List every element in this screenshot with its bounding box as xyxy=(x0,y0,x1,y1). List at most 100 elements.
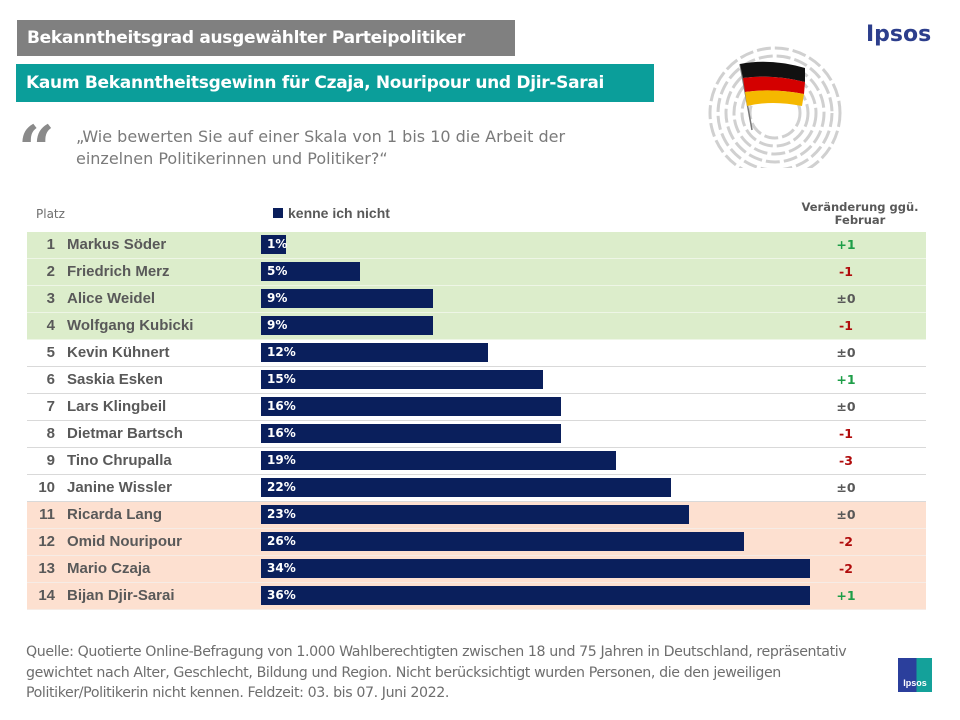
rank-number: 12 xyxy=(38,533,55,550)
bar xyxy=(261,559,810,578)
change-value: ±0 xyxy=(836,291,856,306)
bar-value-label: 22% xyxy=(267,480,296,494)
bar xyxy=(261,235,287,254)
politician-name: Ricarda Lang xyxy=(67,506,163,523)
change-value: -2 xyxy=(839,561,853,576)
parliament-flag-icon xyxy=(708,46,842,168)
table-row: 1 Markus Söder 1% +1 xyxy=(27,232,926,259)
chart-legend: kenne ich nicht xyxy=(273,205,390,221)
table-row: 5 Kevin Kühnert 12% ±0 xyxy=(27,340,926,367)
change-value: -3 xyxy=(839,453,853,468)
rank-number: 2 xyxy=(46,263,55,280)
rank-number: 10 xyxy=(38,479,55,496)
rank-number: 6 xyxy=(46,371,55,388)
rank-number: 7 xyxy=(46,398,55,415)
survey-question: „Wie bewerten Sie auf einer Skala von 1 … xyxy=(76,127,566,168)
table-row: 8 Dietmar Bartsch 16% -1 xyxy=(27,421,926,448)
politician-name: Markus Söder xyxy=(67,236,167,253)
table-row: 4 Wolfgang Kubicki 9% -1 xyxy=(27,313,926,340)
page-title: Bekanntheitsgrad ausgewählter Parteipoli… xyxy=(17,20,515,56)
table-row: 12 Omid Nouripour 26% -2 xyxy=(27,529,926,556)
rank-number: 13 xyxy=(38,560,55,577)
change-value: -2 xyxy=(839,534,853,549)
politician-name: Wolfgang Kubicki xyxy=(67,317,194,334)
change-value: +1 xyxy=(836,588,856,603)
bar-value-label: 15% xyxy=(267,372,296,386)
bar xyxy=(261,424,561,443)
bar-value-label: 26% xyxy=(267,534,296,548)
rank-column-header: Platz xyxy=(36,207,65,221)
change-value: ±0 xyxy=(836,399,856,414)
politician-name: Friedrich Merz xyxy=(67,263,170,280)
bar-value-label: 34% xyxy=(267,561,296,575)
rank-number: 9 xyxy=(46,452,55,469)
rank-number: 3 xyxy=(46,290,55,307)
table-row: 9 Tino Chrupalla 19% -3 xyxy=(27,448,926,475)
table-row: 7 Lars Klingbeil 16% ±0 xyxy=(27,394,926,421)
change-value: -1 xyxy=(839,264,853,279)
change-value: -1 xyxy=(839,318,853,333)
table-row: 14 Bijan Djir-Sarai 36% +1 xyxy=(27,583,926,610)
source-note: Quelle: Quotierte Online-Befragung von 1… xyxy=(26,644,847,701)
bar-value-label: 16% xyxy=(267,399,296,413)
table-row: 13 Mario Czaja 34% -2 xyxy=(27,556,926,583)
legend-label: kenne ich nicht xyxy=(288,205,390,221)
rank-number: 4 xyxy=(46,317,55,334)
bar xyxy=(261,343,488,362)
politician-name: Saskia Esken xyxy=(67,371,163,388)
bar xyxy=(261,262,360,281)
bar-value-label: 9% xyxy=(267,291,288,305)
politician-name: Janine Wissler xyxy=(67,479,172,496)
bar-value-label: 9% xyxy=(267,318,288,332)
bar xyxy=(261,397,561,416)
rank-number: 14 xyxy=(38,587,55,604)
quote-icon: “ xyxy=(18,112,55,187)
bar xyxy=(261,370,543,389)
bar xyxy=(261,586,810,605)
ipsos-footer-logo: Ipsos xyxy=(898,658,932,692)
bar-value-label: 36% xyxy=(267,588,296,602)
bar xyxy=(261,532,744,551)
change-value: ±0 xyxy=(836,507,856,522)
page-subtitle: Kaum Bekanntheitsgewinn für Czaja, Nouri… xyxy=(16,64,654,102)
change-header-line1: Veränderung ggü. xyxy=(801,200,919,214)
politician-name: Alice Weidel xyxy=(67,290,156,307)
bar xyxy=(261,316,433,335)
change-value: +1 xyxy=(836,237,856,252)
table-row: 11 Ricarda Lang 23% ±0 xyxy=(27,502,926,529)
bar-value-label: 12% xyxy=(267,345,296,359)
bar-value-label: 1% xyxy=(267,237,288,251)
table-row: 3 Alice Weidel 9% ±0 xyxy=(27,286,926,313)
bar-value-label: 23% xyxy=(267,507,296,521)
bar xyxy=(261,478,671,497)
legend-swatch xyxy=(273,208,283,218)
politician-name: Bijan Djir-Sarai xyxy=(67,587,175,604)
ranking-table: 1 Markus Söder 1% +1 2 Friedrich Merz 5% -1 3 Ali… xyxy=(27,232,926,610)
rank-number: 1 xyxy=(46,236,55,253)
rank-number: 8 xyxy=(46,425,55,442)
bar-value-label: 5% xyxy=(267,264,288,278)
change-value: ±0 xyxy=(836,480,856,495)
change-header-line2: Februar xyxy=(834,213,886,227)
rank-number: 11 xyxy=(39,506,55,523)
politician-name: Dietmar Bartsch xyxy=(67,425,183,442)
politician-name: Kevin Kühnert xyxy=(67,344,170,361)
change-value: +1 xyxy=(836,372,856,387)
politician-name: Tino Chrupalla xyxy=(67,452,172,469)
change-value: -1 xyxy=(839,426,853,441)
change-value: ±0 xyxy=(836,345,856,360)
politician-name: Omid Nouripour xyxy=(67,533,182,550)
ipsos-brand-logo: Ipsos xyxy=(866,22,932,47)
change-column-header: Veränderung ggü. Februar xyxy=(780,201,940,227)
bar-value-label: 19% xyxy=(267,453,296,467)
table-row: 2 Friedrich Merz 5% -1 xyxy=(27,259,926,286)
table-row: 10 Janine Wissler 22% ±0 xyxy=(27,475,926,502)
table-row: 6 Saskia Esken 15% +1 xyxy=(27,367,926,394)
bar xyxy=(261,289,433,308)
politician-name: Mario Czaja xyxy=(67,560,151,577)
bar xyxy=(261,451,616,470)
rank-number: 5 xyxy=(46,344,55,361)
politician-name: Lars Klingbeil xyxy=(67,398,167,415)
bar-value-label: 16% xyxy=(267,426,296,440)
bar xyxy=(261,505,689,524)
